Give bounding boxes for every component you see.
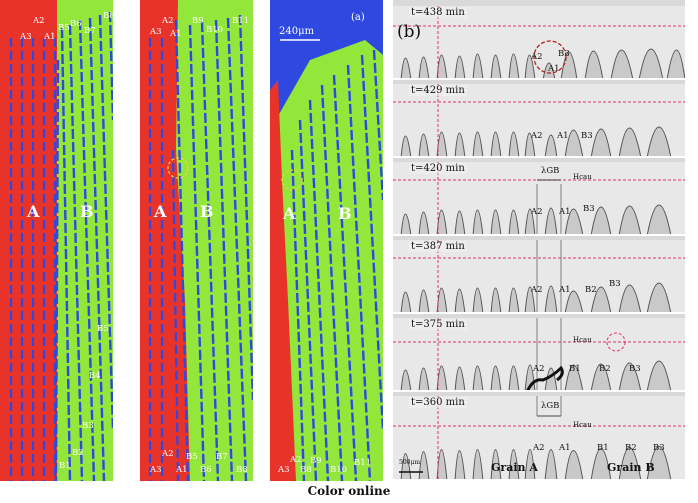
label-b1: B1 (59, 461, 71, 471)
label-a1: A1 (559, 207, 571, 217)
label-a2-bottom: A2 (290, 455, 302, 465)
label-b7-bottom: B7 (216, 452, 228, 462)
time-label: t=438 min (409, 7, 467, 18)
label-b7: B7 (84, 26, 96, 36)
label-a3: A3 (20, 32, 32, 42)
grain-b-label: Grain B (607, 461, 655, 474)
label-a1: A1 (559, 443, 571, 453)
frame-1-graphic (0, 0, 113, 481)
label-b2: B2 (72, 448, 84, 458)
experiment-frame-429: t=429 min A2 A1 B3 (393, 84, 685, 158)
phase-field-frame-2: A2 A3 A1 B9 B10 B11 A B A2 A3 A1 B5 B6 B… (140, 0, 253, 481)
grain-b-label: B (80, 202, 94, 221)
dendrite-row-graphic (393, 6, 685, 78)
label-a3-bottom: A3 (278, 465, 290, 475)
label-b3: B3 (583, 204, 595, 214)
panel-a-label: (a) (351, 12, 365, 23)
frame-3-graphic (270, 39, 383, 481)
label-b11-bottom: B11 (354, 458, 372, 468)
label-a2: A2 (533, 364, 545, 374)
label-b1: B1 (569, 364, 581, 374)
label-a1: A1 (548, 64, 560, 74)
panel-b-label: (b) (397, 22, 422, 42)
label-a1: A1 (44, 32, 56, 42)
label-a3: A3 (150, 27, 162, 37)
figure-caption: Color online (307, 484, 391, 498)
label-b5-bottom: B5 (186, 452, 198, 462)
label-a2: A2 (531, 52, 543, 62)
grain-b-label: B (338, 204, 352, 223)
label-b6-bottom: B6 (200, 465, 212, 475)
label-b8-bottom: B8 (300, 465, 312, 475)
lambda-gb-label: λGB (541, 166, 560, 176)
label-b5-side: B5 (97, 324, 109, 334)
frame-2-graphic (140, 0, 253, 481)
label-a2: A2 (531, 131, 543, 141)
time-label: t=420 min (409, 163, 467, 174)
scale-bar-label: 500μm (399, 459, 421, 466)
dendrite-row-graphic (393, 318, 685, 390)
label-a2-bottom: A2 (162, 449, 174, 459)
lambda-gb-label: λGB (541, 401, 560, 411)
label-a1: A1 (559, 285, 571, 295)
label-a1: A1 (170, 29, 182, 39)
experiment-frame-360: t=360 min λGB Hcau A2 A1 B1 B2 B3 Grain … (393, 396, 685, 481)
label-b3: B3 (558, 49, 570, 59)
time-label: t=429 min (409, 85, 467, 96)
label-b2: B2 (625, 443, 637, 453)
label-a2: A2 (33, 16, 45, 26)
label-a1-bottom: A1 (176, 465, 188, 475)
label-b3: B3 (653, 443, 665, 453)
label-a2: A2 (162, 16, 174, 26)
grain-a-label: A (27, 202, 40, 221)
experiment-frame-387: t=387 min A2 A1 B2 B3 (393, 240, 685, 314)
h-cau-label: Hcau (573, 336, 592, 344)
time-label: t=375 min (409, 319, 467, 330)
label-a2: A2 (531, 285, 543, 295)
dendrite-row-graphic (393, 396, 685, 479)
label-b10: B10 (206, 25, 224, 35)
label-b2: B2 (585, 285, 597, 295)
label-b8: B8 (103, 11, 113, 21)
label-b3: B3 (581, 131, 593, 141)
h-cau-label: Hcau (573, 421, 592, 429)
label-b4: B4 (89, 371, 101, 381)
dendrite-row-graphic (393, 162, 685, 234)
h-cau-label: Hcau (573, 173, 592, 181)
grain-a-label: A (154, 202, 167, 221)
label-a3-bottom: A3 (150, 465, 162, 475)
phase-field-frame-3: 240μm (a) A B A2 A3 B9 B8 B10 B11 (270, 0, 383, 481)
dendrite-row-graphic (393, 240, 685, 312)
label-b3: B3 (609, 279, 621, 289)
experiment-frame-438: t=438 min A2 B3 A1 (b) (393, 6, 685, 80)
scale-bar-label: 240μm (279, 26, 315, 37)
dendrite-row-graphic (393, 84, 685, 156)
label-b5: B5 (58, 23, 70, 33)
experiment-panel: t=438 min A2 B3 A1 (b) t=429 min A2 A1 B… (393, 0, 685, 481)
label-b11: B11 (232, 16, 250, 26)
experiment-frame-375: t=375 min Hcau A2 B1 B2 B3 (393, 318, 685, 392)
time-label: t=387 min (409, 241, 467, 252)
phase-field-frame-1: A2 A3 A1 B5 B6 B7 B8 A B B5 B4 B3 B2 B1 (0, 0, 113, 481)
label-a2: A2 (533, 443, 545, 453)
grain-b-label: B (200, 202, 214, 221)
label-b6: B6 (70, 19, 82, 29)
label-b9-bottom: B9 (310, 456, 322, 466)
label-b3: B3 (629, 364, 641, 374)
label-b10-bottom: B10 (330, 465, 348, 475)
grain-a-label: A (283, 204, 296, 223)
label-b3: B3 (82, 421, 94, 431)
label-b2: B2 (599, 364, 611, 374)
grain-a-label: Grain A (491, 461, 538, 474)
label-a2: A2 (531, 207, 543, 217)
time-label: t=360 min (409, 397, 467, 408)
label-b9: B9 (192, 16, 204, 26)
label-b8-bottom: B8 (236, 465, 248, 475)
experiment-frame-420: t=420 min λGB Hcau A2 A1 B3 (393, 162, 685, 236)
label-b1: B1 (597, 443, 609, 453)
label-a1: A1 (557, 131, 569, 141)
